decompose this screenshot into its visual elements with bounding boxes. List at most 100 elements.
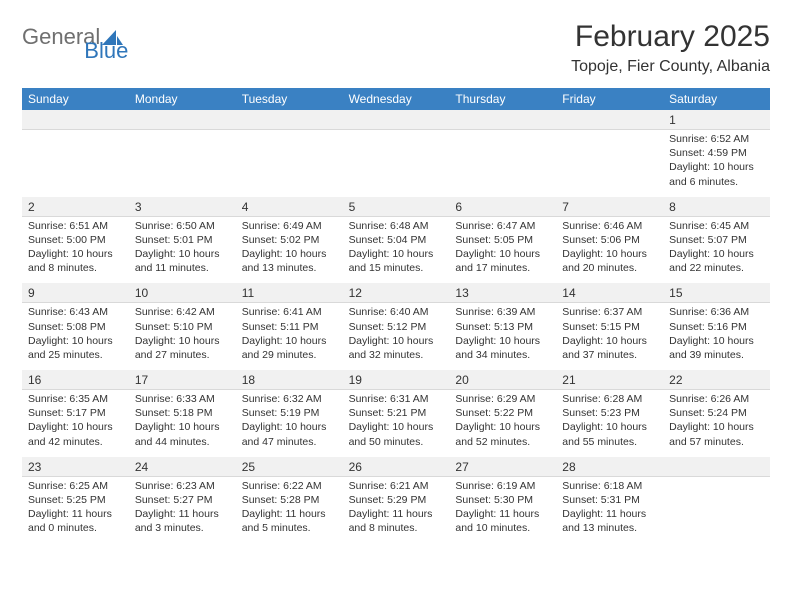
sunset-text: Sunset: 5:21 PM bbox=[349, 406, 444, 420]
daylight-text: Daylight: 10 hours bbox=[242, 334, 337, 348]
day-detail-row: Sunrise: 6:52 AMSunset: 4:59 PMDaylight:… bbox=[22, 130, 770, 197]
daylight-text: and 47 minutes. bbox=[242, 435, 337, 449]
daylight-text: and 42 minutes. bbox=[28, 435, 123, 449]
day-detail-row: Sunrise: 6:43 AMSunset: 5:08 PMDaylight:… bbox=[22, 303, 770, 370]
day-number-row: 16171819202122 bbox=[22, 370, 770, 390]
sunrise-text: Sunrise: 6:42 AM bbox=[135, 305, 230, 319]
daylight-text: and 8 minutes. bbox=[349, 521, 444, 535]
daylight-text: and 29 minutes. bbox=[242, 348, 337, 362]
daylight-text: and 11 minutes. bbox=[135, 261, 230, 275]
weekday-label: Friday bbox=[556, 88, 663, 110]
daylight-text: and 10 minutes. bbox=[455, 521, 550, 535]
daylight-text: Daylight: 10 hours bbox=[455, 334, 550, 348]
sunrise-text: Sunrise: 6:31 AM bbox=[349, 392, 444, 406]
sunset-text: Sunset: 5:10 PM bbox=[135, 320, 230, 334]
sunset-text: Sunset: 5:31 PM bbox=[562, 493, 657, 507]
day-number: 8 bbox=[663, 197, 770, 216]
daylight-text: and 37 minutes. bbox=[562, 348, 657, 362]
day-detail: Sunrise: 6:48 AMSunset: 5:04 PMDaylight:… bbox=[343, 217, 450, 284]
day-detail: Sunrise: 6:35 AMSunset: 5:17 PMDaylight:… bbox=[22, 390, 129, 457]
sunset-text: Sunset: 5:06 PM bbox=[562, 233, 657, 247]
logo-text-blue: Blue bbox=[84, 38, 128, 64]
daylight-text: Daylight: 11 hours bbox=[28, 507, 123, 521]
day-detail: Sunrise: 6:25 AMSunset: 5:25 PMDaylight:… bbox=[22, 477, 129, 544]
weekday-label: Sunday bbox=[22, 88, 129, 110]
day-detail: Sunrise: 6:40 AMSunset: 5:12 PMDaylight:… bbox=[343, 303, 450, 370]
sunrise-text: Sunrise: 6:33 AM bbox=[135, 392, 230, 406]
sunrise-text: Sunrise: 6:45 AM bbox=[669, 219, 764, 233]
day-detail: Sunrise: 6:21 AMSunset: 5:29 PMDaylight:… bbox=[343, 477, 450, 544]
sunset-text: Sunset: 5:01 PM bbox=[135, 233, 230, 247]
sunset-text: Sunset: 5:23 PM bbox=[562, 406, 657, 420]
day-detail-row: Sunrise: 6:51 AMSunset: 5:00 PMDaylight:… bbox=[22, 217, 770, 284]
weekday-label: Tuesday bbox=[236, 88, 343, 110]
daylight-text: Daylight: 10 hours bbox=[455, 247, 550, 261]
daylight-text: Daylight: 10 hours bbox=[669, 160, 764, 174]
day-number: 23 bbox=[22, 457, 129, 476]
daylight-text: and 22 minutes. bbox=[669, 261, 764, 275]
sunrise-text: Sunrise: 6:47 AM bbox=[455, 219, 550, 233]
day-detail: Sunrise: 6:32 AMSunset: 5:19 PMDaylight:… bbox=[236, 390, 343, 457]
daylight-text: Daylight: 11 hours bbox=[349, 507, 444, 521]
sunrise-text: Sunrise: 6:51 AM bbox=[28, 219, 123, 233]
sunset-text: Sunset: 5:05 PM bbox=[455, 233, 550, 247]
day-detail: Sunrise: 6:33 AMSunset: 5:18 PMDaylight:… bbox=[129, 390, 236, 457]
day-detail: Sunrise: 6:22 AMSunset: 5:28 PMDaylight:… bbox=[236, 477, 343, 544]
daylight-text: Daylight: 10 hours bbox=[28, 420, 123, 434]
daylight-text: Daylight: 11 hours bbox=[242, 507, 337, 521]
daylight-text: and 6 minutes. bbox=[669, 175, 764, 189]
sunset-text: Sunset: 5:16 PM bbox=[669, 320, 764, 334]
day-number: 1 bbox=[663, 110, 770, 129]
day-detail: Sunrise: 6:36 AMSunset: 5:16 PMDaylight:… bbox=[663, 303, 770, 370]
day-number-row: 232425262728 bbox=[22, 457, 770, 477]
sunrise-text: Sunrise: 6:49 AM bbox=[242, 219, 337, 233]
day-detail bbox=[449, 130, 556, 197]
day-number: 13 bbox=[449, 283, 556, 302]
day-detail: Sunrise: 6:41 AMSunset: 5:11 PMDaylight:… bbox=[236, 303, 343, 370]
day-number: 6 bbox=[449, 197, 556, 216]
sunrise-text: Sunrise: 6:36 AM bbox=[669, 305, 764, 319]
daylight-text: and 57 minutes. bbox=[669, 435, 764, 449]
daylight-text: and 20 minutes. bbox=[562, 261, 657, 275]
sunset-text: Sunset: 5:19 PM bbox=[242, 406, 337, 420]
day-detail: Sunrise: 6:43 AMSunset: 5:08 PMDaylight:… bbox=[22, 303, 129, 370]
sunrise-text: Sunrise: 6:46 AM bbox=[562, 219, 657, 233]
day-detail-row: Sunrise: 6:25 AMSunset: 5:25 PMDaylight:… bbox=[22, 477, 770, 544]
weeks-container: 1Sunrise: 6:52 AMSunset: 4:59 PMDaylight… bbox=[22, 110, 770, 543]
day-detail bbox=[556, 130, 663, 197]
day-number-row: 1 bbox=[22, 110, 770, 130]
daylight-text: Daylight: 11 hours bbox=[562, 507, 657, 521]
weekday-header-row: Sunday Monday Tuesday Wednesday Thursday… bbox=[22, 88, 770, 110]
sunrise-text: Sunrise: 6:22 AM bbox=[242, 479, 337, 493]
daylight-text: Daylight: 10 hours bbox=[242, 420, 337, 434]
sunrise-text: Sunrise: 6:23 AM bbox=[135, 479, 230, 493]
sunrise-text: Sunrise: 6:43 AM bbox=[28, 305, 123, 319]
daylight-text: Daylight: 10 hours bbox=[242, 247, 337, 261]
sunrise-text: Sunrise: 6:25 AM bbox=[28, 479, 123, 493]
sunrise-text: Sunrise: 6:50 AM bbox=[135, 219, 230, 233]
daylight-text: Daylight: 10 hours bbox=[349, 334, 444, 348]
sunrise-text: Sunrise: 6:21 AM bbox=[349, 479, 444, 493]
daylight-text: and 25 minutes. bbox=[28, 348, 123, 362]
day-number: 24 bbox=[129, 457, 236, 476]
sunset-text: Sunset: 5:29 PM bbox=[349, 493, 444, 507]
day-number-row: 2345678 bbox=[22, 197, 770, 217]
sunset-text: Sunset: 5:27 PM bbox=[135, 493, 230, 507]
day-detail: Sunrise: 6:45 AMSunset: 5:07 PMDaylight:… bbox=[663, 217, 770, 284]
daylight-text: Daylight: 10 hours bbox=[669, 334, 764, 348]
daylight-text: and 39 minutes. bbox=[669, 348, 764, 362]
day-number: 5 bbox=[343, 197, 450, 216]
day-number: 21 bbox=[556, 370, 663, 389]
daylight-text: Daylight: 10 hours bbox=[349, 247, 444, 261]
daylight-text: Daylight: 10 hours bbox=[562, 420, 657, 434]
day-number-row: 9101112131415 bbox=[22, 283, 770, 303]
day-detail: Sunrise: 6:19 AMSunset: 5:30 PMDaylight:… bbox=[449, 477, 556, 544]
day-number: 15 bbox=[663, 283, 770, 302]
sunset-text: Sunset: 5:30 PM bbox=[455, 493, 550, 507]
daylight-text: Daylight: 10 hours bbox=[28, 247, 123, 261]
daylight-text: Daylight: 10 hours bbox=[135, 334, 230, 348]
calendar: Sunday Monday Tuesday Wednesday Thursday… bbox=[22, 88, 770, 543]
day-number: 4 bbox=[236, 197, 343, 216]
day-number: 9 bbox=[22, 283, 129, 302]
day-detail: Sunrise: 6:49 AMSunset: 5:02 PMDaylight:… bbox=[236, 217, 343, 284]
